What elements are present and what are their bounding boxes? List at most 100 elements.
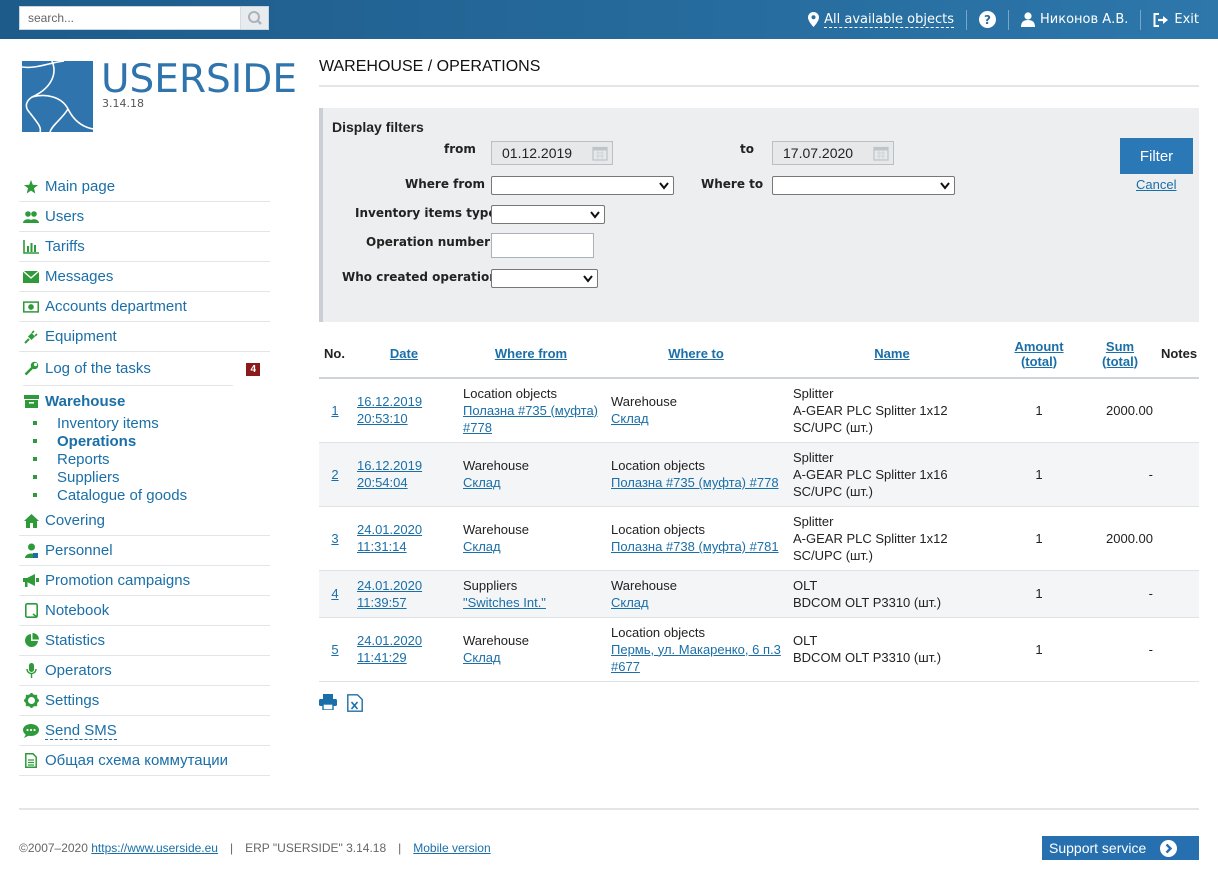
row-date-link[interactable]: 24.01.2020 11:39:57 xyxy=(357,578,422,610)
sidebar-item-personnel[interactable]: Personnel xyxy=(19,536,270,566)
col-header-date[interactable]: Date xyxy=(351,330,457,379)
sidebar-item-statistics[interactable]: Statistics xyxy=(19,626,270,656)
sort-date-link[interactable]: Date xyxy=(389,346,419,361)
submenu-catalogue[interactable]: Catalogue of goods xyxy=(33,486,270,504)
date-to-input[interactable]: 17.07.2020 xyxy=(772,141,894,165)
sidebar-item-messages[interactable]: Messages xyxy=(19,262,270,292)
print-icon[interactable] xyxy=(319,694,337,710)
row-from-link[interactable]: Склад xyxy=(463,650,501,665)
row-from-type: Location objects xyxy=(463,385,557,401)
sidebar-item-equipment[interactable]: Equipment xyxy=(19,322,270,352)
sidebar-item-label: Equipment xyxy=(45,328,117,345)
all-objects-link[interactable]: All available objects xyxy=(824,11,955,28)
submenu-suppliers[interactable]: Suppliers xyxy=(33,468,270,486)
sort-where-to-link[interactable]: Where to xyxy=(668,346,724,361)
footer: ©2007–2020 https://www.userside.eu | ERP… xyxy=(19,841,491,855)
col-header-sum[interactable]: Sum (total) xyxy=(1081,330,1159,379)
where-to-select[interactable] xyxy=(772,176,955,195)
row-number-link[interactable]: 3 xyxy=(331,530,339,546)
submenu-reports[interactable]: Reports xyxy=(33,450,270,468)
row-date-link[interactable]: 16.12.2019 20:54:04 xyxy=(357,458,422,490)
row-to-type: Location objects xyxy=(611,522,705,537)
row-to-link[interactable]: Пермь, ул. Макаренко, 6 п.3 #677 xyxy=(611,641,781,674)
sidebar-item-notebook[interactable]: Notebook xyxy=(19,596,270,626)
sidebar-item-accounts[interactable]: Accounts department xyxy=(19,292,270,322)
map-marker-icon xyxy=(808,12,820,27)
who-created-select[interactable] xyxy=(491,269,598,288)
operation-number-input[interactable] xyxy=(491,233,594,258)
row-to-link[interactable]: Склад xyxy=(611,594,649,610)
table-row: 5 24.01.2020 11:41:29 Warehouse Склад Loca… xyxy=(319,617,1199,682)
support-service-button[interactable]: Support service xyxy=(1042,836,1199,860)
row-from-link[interactable]: "Switches Int." xyxy=(463,594,546,610)
sidebar-item-tariffs[interactable]: Tariffs xyxy=(19,232,270,262)
sidebar-item-label: Notebook xyxy=(45,602,110,619)
sort-where-from-link[interactable]: Where from xyxy=(494,346,568,361)
search-box xyxy=(19,6,269,30)
logo-version: 3.14.18 xyxy=(102,97,144,110)
sidebar-item-operators[interactable]: Operators xyxy=(19,656,270,686)
sidebar-item-users[interactable]: Users xyxy=(19,202,270,232)
search-button[interactable] xyxy=(240,7,268,29)
excel-export-icon[interactable] xyxy=(347,694,363,712)
row-to-link[interactable]: Склад xyxy=(611,411,649,427)
col-header-where-to[interactable]: Where to xyxy=(605,330,787,379)
row-number-link[interactable]: 1 xyxy=(331,402,339,418)
logo-mark-icon xyxy=(22,61,93,132)
cancel-link[interactable]: Cancel xyxy=(1136,177,1177,192)
submenu-operations[interactable]: Operations xyxy=(33,432,270,450)
submenu-inventory-items[interactable]: Inventory items xyxy=(33,414,270,432)
row-date-link[interactable]: 16.12.2019 20:53:10 xyxy=(357,394,422,426)
sort-name-link[interactable]: Name xyxy=(874,346,910,361)
row-to-link[interactable]: Полазна #738 (муфта) #781 xyxy=(611,539,779,554)
row-number-link[interactable]: 4 xyxy=(331,586,339,601)
sidebar-item-log-of-tasks[interactable]: Log of the tasks 4 xyxy=(19,352,270,386)
sidebar-item-switching-scheme[interactable]: Общая схема коммутации xyxy=(19,746,270,776)
row-from-type: Warehouse xyxy=(463,458,529,473)
top-bar: All available objects ? Никонов А.В. Ex xyxy=(0,0,1218,39)
sidebar-item-label: Operators xyxy=(45,662,112,679)
amount-header-line1: Amount xyxy=(1014,338,1064,354)
sort-amount-link[interactable]: Amount (total) xyxy=(1014,339,1063,369)
row-amount: 1 xyxy=(997,442,1081,507)
search-input[interactable] xyxy=(20,7,240,29)
row-date-link[interactable]: 24.01.2020 11:41:29 xyxy=(357,633,422,665)
row-number-link[interactable]: 5 xyxy=(331,641,339,657)
where-from-select[interactable] xyxy=(491,176,674,195)
row-name-item: A-GEAR PLC Splitter 1x12 SC/UPC (шт.) xyxy=(793,402,948,435)
filter-button[interactable]: Filter xyxy=(1120,138,1193,174)
sidebar-item-covering[interactable]: Covering xyxy=(19,506,270,536)
exit-button[interactable]: Exit xyxy=(1141,10,1199,30)
user-menu[interactable]: Никонов А.В. xyxy=(1009,10,1140,30)
row-from-link[interactable]: Полазна #735 (муфта) #778 xyxy=(463,402,599,435)
col-header-amount[interactable]: Amount (total) xyxy=(997,330,1081,379)
mobile-version-link[interactable]: Mobile version xyxy=(413,841,491,855)
objects-selector[interactable]: All available objects xyxy=(796,10,966,30)
col-header-name[interactable]: Name xyxy=(787,330,997,379)
sidebar-item-warehouse[interactable]: Warehouse xyxy=(19,386,270,416)
sidebar-item-main-page[interactable]: Main page xyxy=(19,172,270,202)
star-icon xyxy=(23,179,39,195)
calendar-icon[interactable] xyxy=(873,145,889,161)
sidebar-item-settings[interactable]: Settings xyxy=(19,686,270,716)
inventory-type-select[interactable] xyxy=(491,205,605,224)
date-from-input[interactable]: 01.12.2019 xyxy=(491,141,613,165)
site-link[interactable]: https://www.userside.eu xyxy=(91,841,218,855)
sort-sum-link[interactable]: Sum (total) xyxy=(1102,339,1138,369)
col-header-where-from[interactable]: Where from xyxy=(457,330,605,379)
row-name-type: Splitter xyxy=(793,513,834,529)
sidebar-item-promotion[interactable]: Promotion campaigns xyxy=(19,566,270,596)
row-from-link[interactable]: Склад xyxy=(463,475,501,490)
row-name-item: BDCOM OLT P3310 (шт.) xyxy=(793,594,942,610)
row-from-link[interactable]: Склад xyxy=(463,539,501,554)
sidebar-item-send-sms[interactable]: Send SMS xyxy=(19,716,270,746)
row-number-link[interactable]: 2 xyxy=(331,466,339,482)
row-date-link[interactable]: 24.01.2020 11:31:14 xyxy=(357,522,422,554)
row-to-link[interactable]: Полазна #735 (муфта) #778 xyxy=(611,475,779,490)
calendar-icon[interactable] xyxy=(592,145,608,161)
help-button[interactable]: ? xyxy=(967,10,1008,30)
exit-link[interactable]: Exit xyxy=(1174,12,1199,27)
logo[interactable]: USERSIDE 3.14.18 xyxy=(22,57,297,133)
sidebar-item-label: Send SMS xyxy=(45,721,117,740)
user-name-link[interactable]: Никонов А.В. xyxy=(1040,12,1129,27)
